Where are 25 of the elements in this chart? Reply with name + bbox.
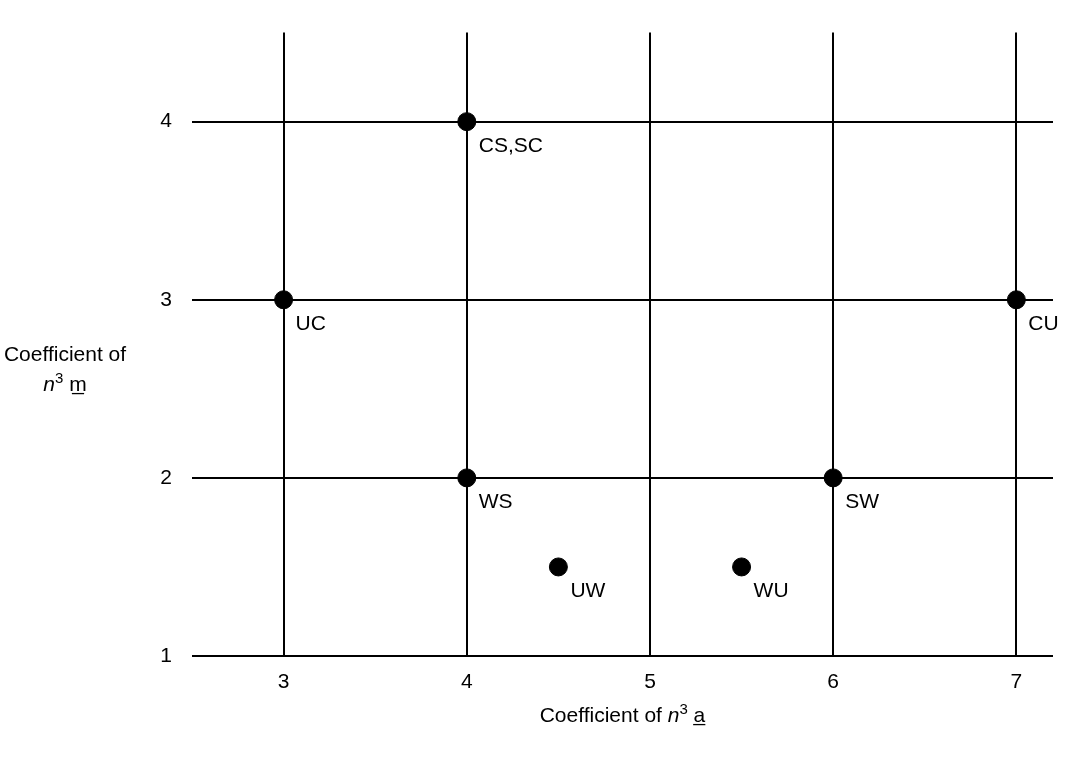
y-tick-label: 3 [160,286,172,310]
point [823,468,843,488]
y-axis-title: Coefficient of n$^{3}$ m̲ [2,341,128,398]
y-tick-label: 1 [160,642,172,666]
point [548,557,568,577]
x-tick-label: 3 [277,669,290,693]
annotation: UW [570,578,606,602]
point [732,557,752,577]
x-tick-label: 4 [460,669,473,693]
y-tick-label: 2 [160,464,172,488]
annotation: CS,SC [478,132,543,156]
y-tick-label: 4 [160,108,173,132]
point [457,112,477,132]
annotation: SW [845,489,880,513]
x-tick-label: 5 [644,669,656,693]
x-tick-label: 7 [1010,669,1023,693]
annotation: CU [1028,311,1059,335]
x-axis-title: Coefficient of n$^{3}$ a̲ [538,700,707,727]
annotation: WU [753,578,789,602]
point [1006,290,1026,310]
point [274,290,294,310]
x-tick-label: 6 [827,669,840,693]
annotation: UC [295,311,326,335]
point [457,468,477,488]
annotation: WS [478,489,513,513]
